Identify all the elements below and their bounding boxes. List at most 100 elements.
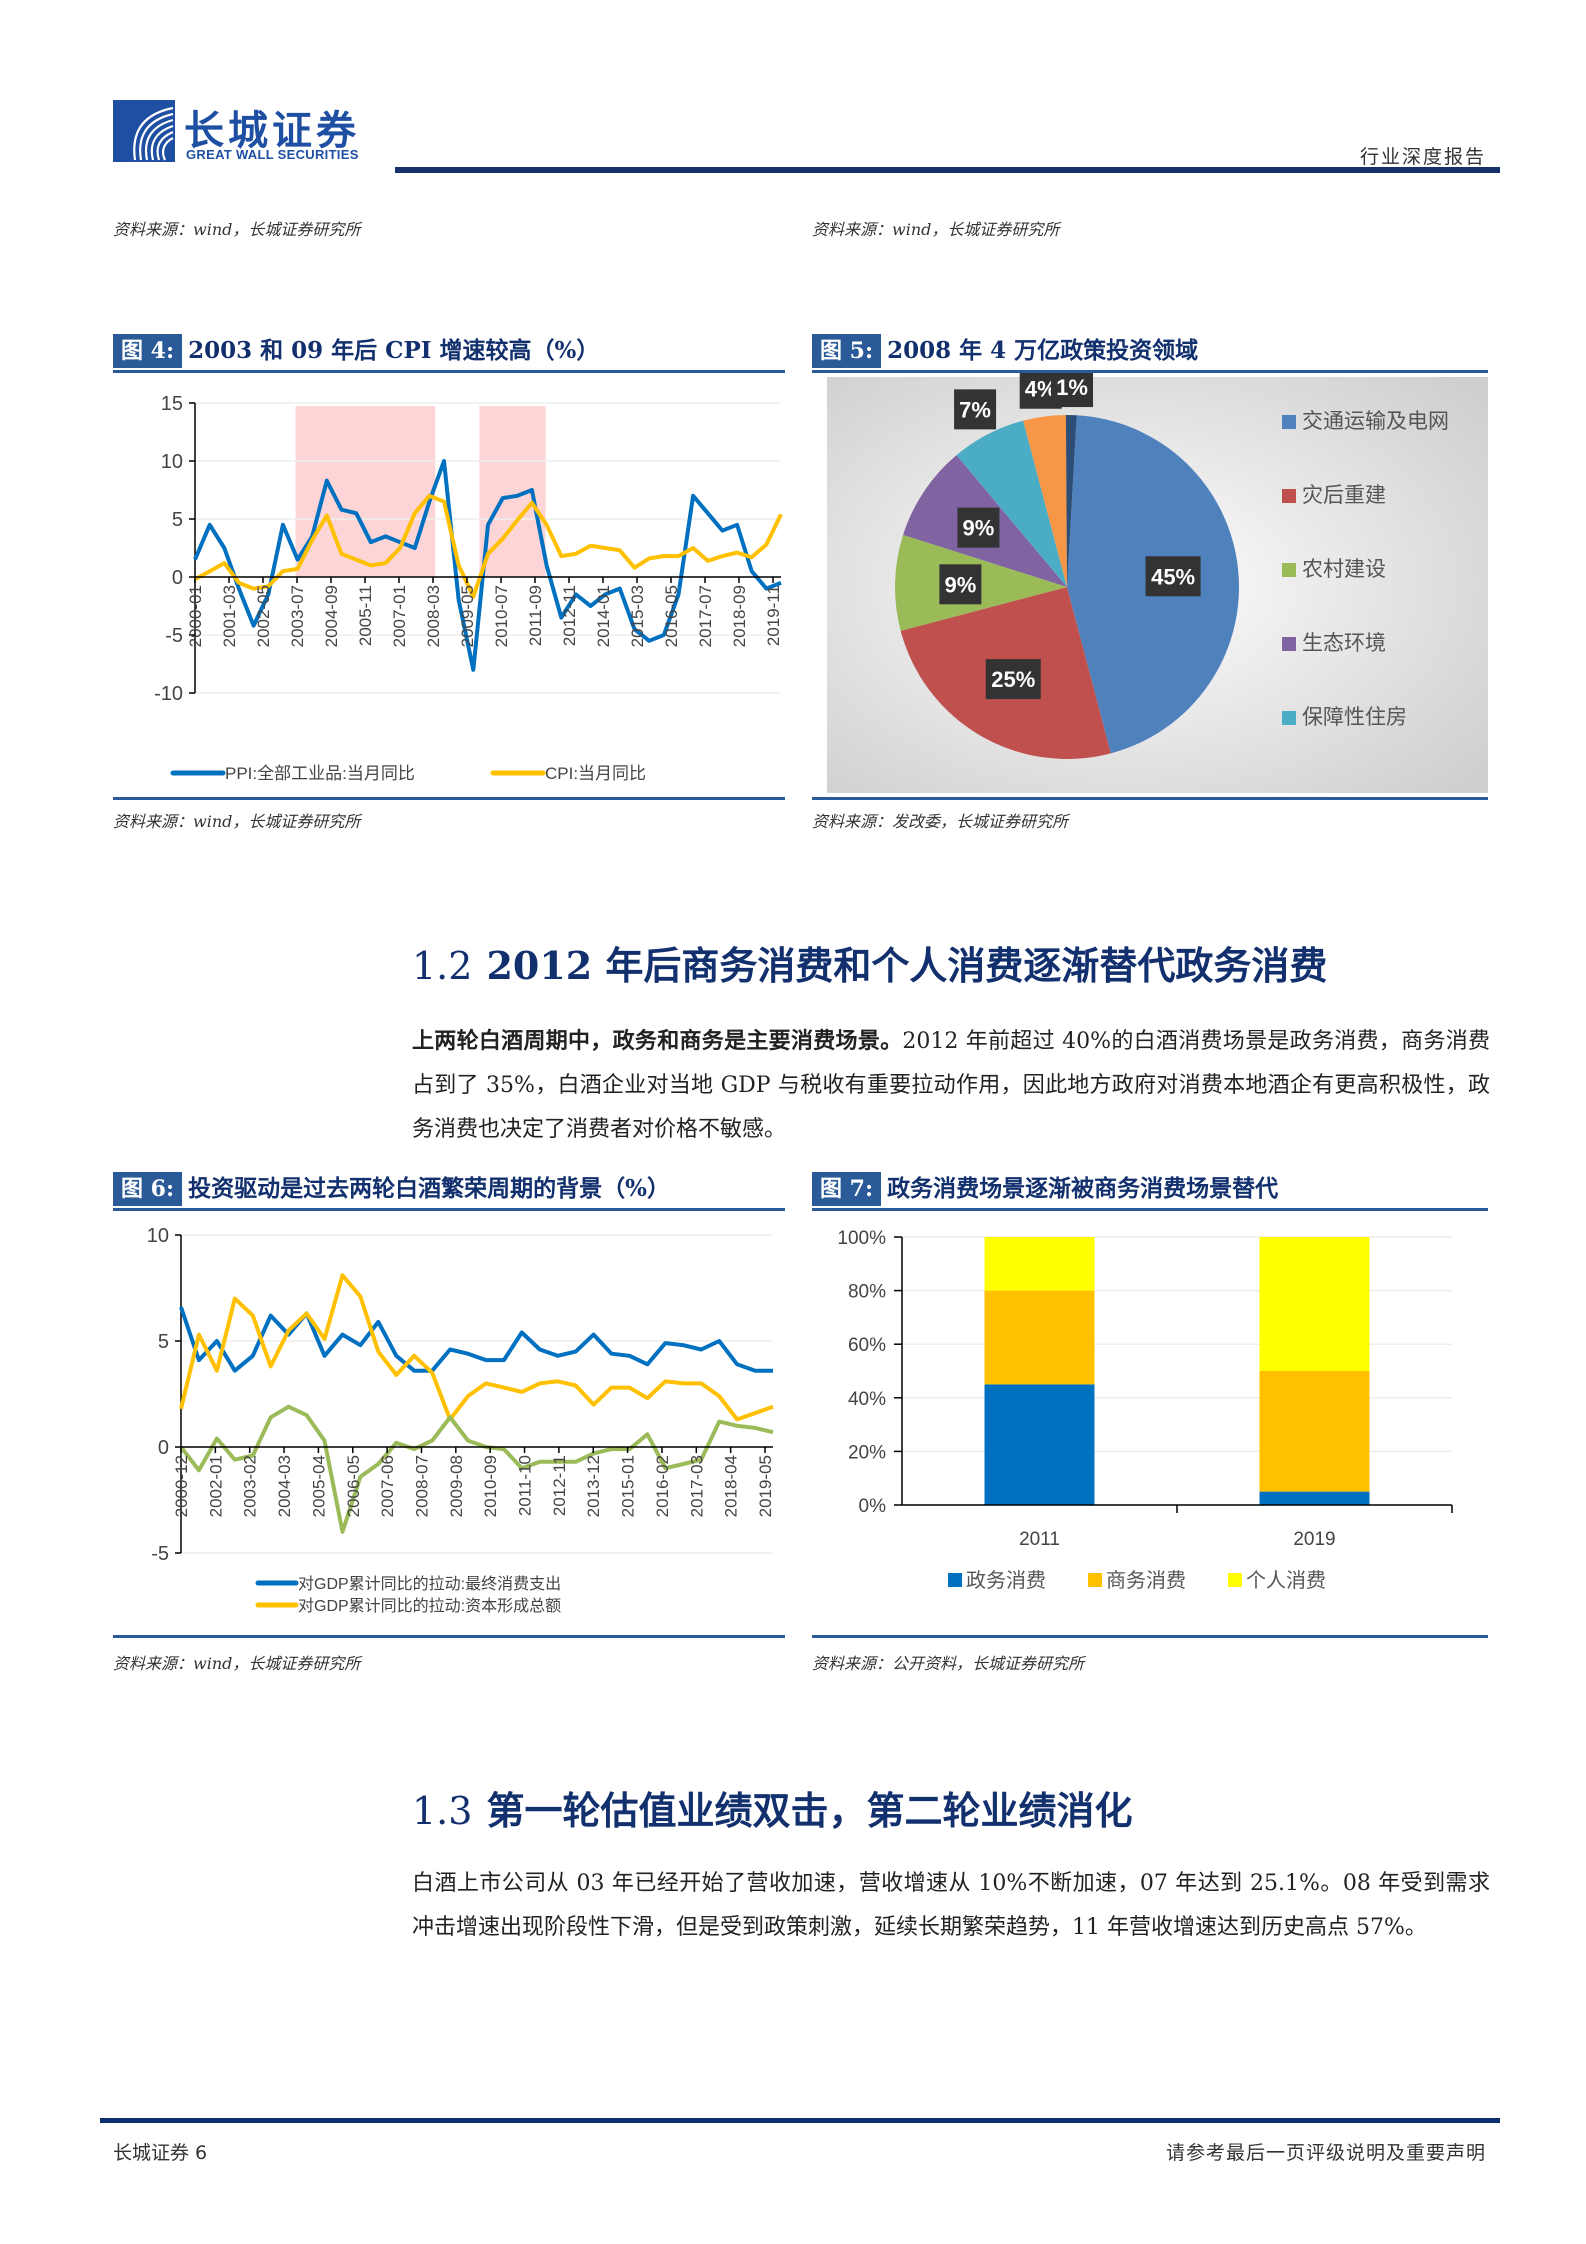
legend-swatch: [1282, 711, 1296, 725]
x-tick-label: 2014-01: [594, 585, 613, 647]
y-tick-label: 0%: [859, 1496, 887, 1517]
figure-title: 投资驱动是过去两轮白酒繁荣周期的背景（%）: [188, 1175, 670, 1202]
section-heading-1-2: 1.2 2012 年后商务消费和个人消费逐渐替代政务消费: [412, 943, 1328, 988]
x-tick-label: 2013-12: [584, 1455, 603, 1517]
x-tick-label: 2003-02: [241, 1455, 260, 1517]
y-tick-label: 100%: [837, 1228, 886, 1249]
pie-slice: [1065, 415, 1077, 587]
x-tick-label: 2002-05: [254, 585, 273, 647]
legend-label: 保障性住房: [1302, 706, 1407, 729]
y-tick-label: 5: [172, 509, 183, 531]
y-tick-label: 40%: [848, 1389, 886, 1410]
figure-label: 图 6:: [113, 1172, 183, 1206]
series-line: [193, 459, 782, 672]
data-label: 7%: [959, 397, 991, 422]
figure-divider: [113, 1208, 785, 1211]
figure-label: 图 5:: [812, 334, 882, 368]
y-tick-label: 20%: [848, 1442, 886, 1463]
footer-page-label: 长城证券 6: [113, 2142, 208, 2164]
legend-swatch: [1088, 1573, 1102, 1587]
x-tick-label: 2002-01: [206, 1455, 225, 1517]
x-tick-label: 2009-05: [458, 585, 477, 647]
legend-swatch: [1282, 489, 1296, 503]
y-tick-label: 5: [158, 1331, 169, 1353]
source-note: 资料来源：wind，长城证券研究所: [113, 1654, 361, 1673]
legend-label: 农村建设: [1302, 558, 1386, 581]
figure-title: 2003 和 09 年后 CPI 增速较高（%）: [188, 337, 600, 364]
x-tick-label: 2015-01: [619, 1455, 638, 1517]
x-tick-label: 2018-04: [722, 1455, 741, 1517]
x-tick-label: 2009-08: [447, 1455, 466, 1517]
figure-label: 图 7:: [812, 1172, 882, 1206]
bar-segment: [984, 1384, 1095, 1505]
figure-divider: [113, 797, 785, 800]
data-label-box: [985, 659, 1041, 700]
logo-icon: [113, 100, 175, 162]
y-tick-label: 80%: [848, 1282, 886, 1303]
figure-4: 图 4: 2003 和 09 年后 CPI 增速较高（%） -10 -5 0 5 10 15…: [113, 334, 785, 800]
legend-label: 个人消费: [1246, 1569, 1326, 1592]
y-tick-label: -5: [151, 1543, 169, 1565]
x-tick-label: 2008-03: [424, 585, 443, 647]
x-tick-label: 2010-07: [492, 585, 511, 647]
legend-label: 生态环境: [1302, 632, 1386, 655]
figure-6: 图 6: 投资驱动是过去两轮白酒繁荣周期的背景（%） -5 0 5 10 2000-12 2…: [113, 1172, 785, 1638]
figure-label: 图 4:: [113, 334, 183, 368]
legend-label: CPI:当月同比: [545, 764, 646, 783]
gdp-contribution-line-chart: -5 0 5 10 2000-12 2002-01 2003-02 2004-03 2005-0…: [147, 1225, 775, 1615]
source-note: 资料来源：wind，长城证券研究所: [113, 812, 361, 831]
x-tick-label: 2019: [1293, 1529, 1335, 1550]
y-tick-label: 60%: [848, 1335, 886, 1356]
x-tick-label: 2016-02: [653, 1455, 672, 1517]
y-tick-label: -10: [154, 683, 183, 705]
bar-segment: [1259, 1237, 1370, 1371]
series-line: [179, 1306, 773, 1373]
data-label: 9%: [963, 516, 995, 541]
x-tick-label: 2001-03: [220, 585, 239, 647]
section-heading-1-3: 1.3 第一轮估值业绩双击，第二轮业绩消化: [412, 1788, 1133, 1833]
data-label-box: [1051, 367, 1094, 408]
figure-divider: [812, 1208, 1488, 1211]
series-line: [179, 1273, 774, 1422]
x-tick-label: 2011-09: [526, 585, 545, 646]
source-note: 资料来源：wind，长城证券研究所: [812, 220, 1060, 239]
data-label: 1%: [1056, 375, 1088, 400]
legend-swatch: [1282, 637, 1296, 651]
data-label-box: [957, 507, 1000, 548]
legend-label: 对GDP累计同比的拉动:资本形成总额: [298, 1597, 561, 1615]
figure-7: 图 7: 政务消费场景逐渐被商务消费场景替代 0% 20% 40% 60% 80% 100%…: [812, 1172, 1488, 1638]
data-label: 9%: [944, 572, 976, 597]
figure-title: 政务消费场景逐渐被商务消费场景替代: [887, 1175, 1279, 1202]
section-1-3-paragraph: 白酒上市公司从 03 年已经开始了营收加速，营收增速从 10%不断加速，07 年…: [412, 1871, 1490, 1940]
x-tick-label: 2017-03: [687, 1455, 706, 1517]
x-tick-label: 2000-12: [172, 1455, 191, 1517]
logo-text-en: GREAT WALL SECURITIES: [186, 147, 359, 162]
series-line: [194, 493, 783, 599]
y-tick-label: 10: [147, 1225, 169, 1247]
legend-swatch: [1282, 415, 1296, 429]
bar-segment: [984, 1237, 1095, 1291]
logo-text-cn: 长城证券: [184, 108, 360, 154]
section-1-2-paragraph: 上两轮白酒周期中，政务和商务是主要消费场景。2012 年前超过 40%的白酒消费…: [412, 1029, 1490, 1142]
figure-divider: [812, 797, 1488, 800]
data-label-box: [954, 389, 997, 430]
x-tick-label: 2008-07: [412, 1455, 431, 1517]
y-tick-label: 0: [158, 1437, 169, 1459]
data-label-box: [939, 564, 982, 605]
data-label: 25%: [991, 667, 1035, 692]
footer-divider: [100, 2118, 1500, 2123]
x-tick-label: 2011: [1019, 1529, 1060, 1550]
cpi-ppi-line-chart: -10 -5 0 5 10 15 2000-01 2001-03 2002-05 2003-07 2…: [154, 393, 783, 783]
x-tick-label: 2015-03: [628, 585, 647, 647]
figure-divider: [812, 1635, 1488, 1638]
x-tick-label: 2012-11: [560, 585, 579, 646]
x-tick-label: 2016-05: [662, 585, 681, 647]
x-tick-label: 2011-10: [516, 1455, 535, 1516]
x-tick-label: 2005-04: [309, 1455, 328, 1517]
figure-divider: [812, 370, 1488, 373]
data-label: 45%: [1151, 564, 1195, 589]
x-tick-label: 2007-01: [390, 585, 409, 647]
x-tick-label: 2004-09: [322, 585, 341, 647]
source-note: 资料来源：公开资料，长城证券研究所: [812, 1654, 1085, 1673]
